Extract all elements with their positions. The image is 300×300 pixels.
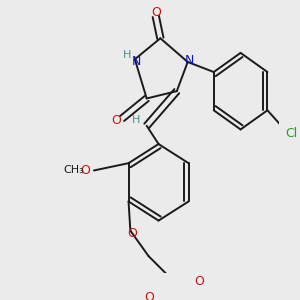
Text: N: N (185, 54, 194, 67)
Text: O: O (127, 227, 137, 240)
Text: O: O (151, 6, 161, 19)
Text: O: O (112, 114, 122, 127)
Text: Cl: Cl (285, 127, 297, 140)
Text: H: H (132, 115, 140, 125)
Text: O: O (80, 164, 90, 177)
Text: CH₃: CH₃ (64, 166, 84, 176)
Text: H: H (123, 50, 132, 60)
Text: N: N (132, 56, 141, 68)
Text: O: O (145, 291, 154, 300)
Text: O: O (194, 275, 204, 288)
